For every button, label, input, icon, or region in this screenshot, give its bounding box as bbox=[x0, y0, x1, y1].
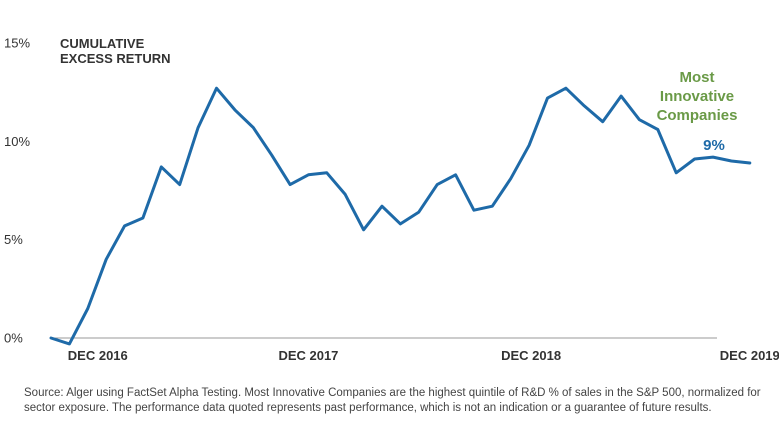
x-tick-label: DEC 2017 bbox=[278, 348, 338, 363]
y-tick-label: 10% bbox=[4, 134, 30, 149]
x-tick-label: DEC 2019 bbox=[720, 348, 779, 363]
y-tick-label: 5% bbox=[4, 232, 23, 247]
source-note: Source: Alger using FactSet Alpha Testin… bbox=[24, 387, 761, 414]
series-group bbox=[49, 86, 752, 346]
series-line-0 bbox=[49, 86, 752, 346]
y-axis-title-line-2: EXCESS RETURN bbox=[60, 51, 171, 66]
y-axis: 0% 5% 10% 15% bbox=[4, 36, 30, 346]
annotation-name-line-2: Innovative bbox=[660, 88, 734, 105]
y-tick-label: 15% bbox=[4, 36, 30, 51]
annotation-value-label: 9% bbox=[703, 137, 725, 154]
x-tick-label: DEC 2018 bbox=[501, 348, 561, 363]
series-annotation: Most Innovative Companies 9% bbox=[657, 69, 738, 154]
y-tick-label: 0% bbox=[4, 331, 23, 346]
annotation-name-line-3: Companies bbox=[657, 107, 738, 124]
y-axis-title: CUMULATIVE EXCESS RETURN bbox=[60, 36, 171, 66]
y-axis-title-line-1: CUMULATIVE bbox=[60, 36, 145, 51]
x-tick-label: DEC 2016 bbox=[68, 348, 128, 363]
annotation-name-line-1: Most bbox=[680, 69, 715, 86]
x-axis-labels: DEC 2016 DEC 2017 DEC 2018 DEC 2019 bbox=[68, 348, 779, 363]
